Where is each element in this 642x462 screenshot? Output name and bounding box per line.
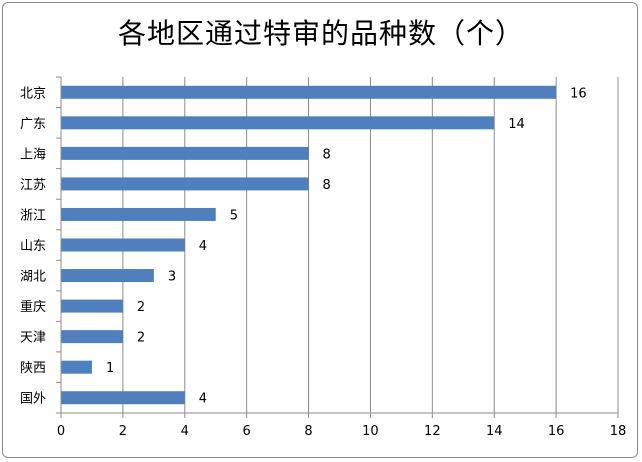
category-label: 天津	[20, 331, 46, 346]
bar	[61, 177, 309, 191]
chart-title: 各地区通过特审的品种数（个）	[117, 17, 524, 50]
bar	[61, 116, 495, 130]
bar	[61, 299, 123, 313]
category-label: 山东	[20, 239, 46, 254]
data-label: 4	[199, 239, 207, 254]
data-label: 5	[230, 208, 238, 223]
category-label: 浙江	[20, 208, 46, 223]
x-tick-label: 14	[486, 424, 503, 439]
x-tick-label: 16	[548, 424, 565, 439]
data-label: 4	[199, 392, 207, 407]
bar	[61, 85, 557, 99]
category-label: 国外	[20, 392, 46, 407]
bar	[61, 330, 123, 344]
x-tick-label: 0	[57, 424, 65, 439]
data-label: 8	[323, 178, 331, 193]
data-label: 1	[106, 361, 114, 376]
bar	[61, 391, 185, 405]
category-label: 湖北	[20, 270, 46, 285]
data-label: 2	[137, 331, 145, 346]
bar	[61, 360, 92, 374]
x-tick-label: 18	[610, 424, 627, 439]
axes	[56, 76, 619, 418]
category-label: 北京	[20, 86, 46, 101]
x-tick-label: 10	[362, 424, 379, 439]
data-label: 2	[137, 300, 145, 315]
category-label: 广东	[20, 117, 46, 132]
category-label: 陕西	[20, 361, 46, 376]
data-label: 14	[508, 117, 525, 132]
bars	[61, 85, 557, 405]
data-label: 16	[570, 86, 587, 101]
chart-frame	[2, 2, 638, 458]
x-tick-label: 4	[181, 424, 189, 439]
x-tick-label: 8	[304, 424, 312, 439]
x-tick-label: 12	[424, 424, 441, 439]
bar	[61, 207, 216, 221]
gridlines	[122, 77, 619, 413]
data-label: 3	[168, 270, 176, 285]
bar	[61, 269, 154, 283]
category-label: 重庆	[20, 299, 46, 315]
data-label: 8	[323, 147, 331, 162]
bar	[61, 146, 309, 160]
bar	[61, 238, 185, 252]
x-tick-label: 2	[119, 424, 127, 439]
x-tick-label: 6	[243, 424, 251, 439]
category-label: 上海	[20, 147, 46, 162]
category-label: 江苏	[20, 177, 46, 193]
